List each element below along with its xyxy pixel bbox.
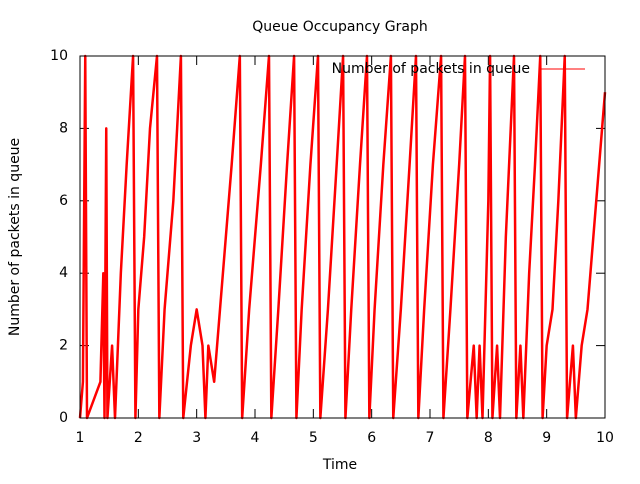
y-tick-label: 4 [59, 265, 68, 281]
data-line [78, 54, 607, 420]
x-tick-label: 10 [596, 430, 614, 446]
y-tick-label: 6 [59, 193, 68, 209]
x-tick-label: 5 [309, 430, 318, 446]
x-tick-label: 4 [251, 430, 260, 446]
x-axis-label: Time [322, 457, 357, 473]
y-axis-label: Number of packets in queue [7, 138, 23, 336]
plot-border [79, 55, 606, 419]
legend-label: Number of packets in queue [332, 61, 530, 77]
y-tick-label: 2 [59, 338, 68, 354]
x-tick-label: 2 [134, 430, 143, 446]
x-tick-label: 6 [367, 430, 376, 446]
y-tick-label: 8 [59, 120, 68, 136]
y-tick-label: 0 [59, 410, 68, 426]
x-tick-label: 8 [484, 430, 493, 446]
x-tick-label: 3 [192, 430, 201, 446]
x-tick-label: 7 [426, 430, 435, 446]
x-tick-label: 9 [542, 430, 551, 446]
y-tick-label: 10 [50, 48, 68, 64]
chart-title: Queue Occupancy Graph [252, 19, 427, 35]
x-tick-label: 1 [76, 430, 85, 446]
